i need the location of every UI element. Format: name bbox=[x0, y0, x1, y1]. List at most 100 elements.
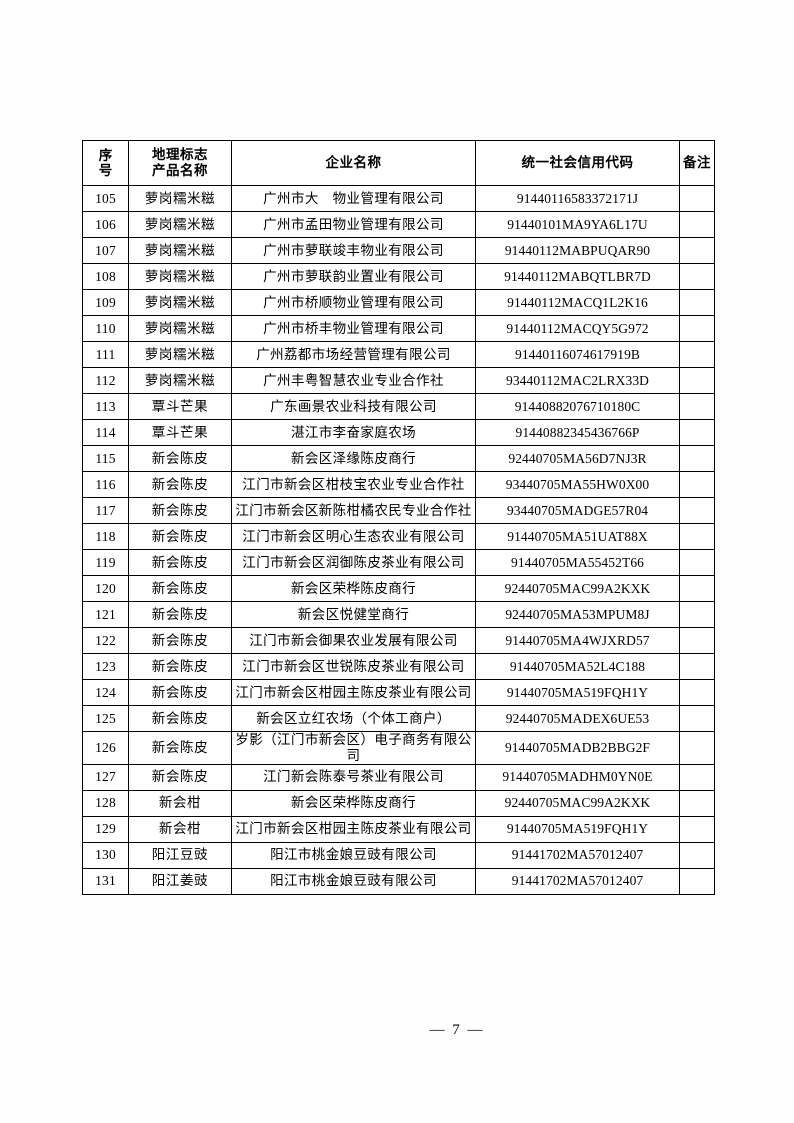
cell-product-name: 新会陈皮 bbox=[128, 497, 232, 524]
cell-sequence: 121 bbox=[82, 601, 129, 628]
cell-credit-code: 91440705MADHM0YN0E bbox=[475, 763, 680, 791]
cell-product-name: 覃斗芒果 bbox=[128, 419, 232, 446]
cell-product-name: 新会陈皮 bbox=[128, 523, 232, 550]
cell-remark bbox=[679, 763, 715, 791]
cell-product-name: 新会陈皮 bbox=[128, 731, 232, 765]
cell-product-name: 阳江姜豉 bbox=[128, 867, 232, 895]
cell-product-name: 萝岗糯米糍 bbox=[128, 341, 232, 368]
cell-remark bbox=[679, 815, 715, 843]
cell-enterprise-name: 新会区荣桦陈皮商行 bbox=[231, 575, 476, 602]
cell-sequence: 122 bbox=[82, 627, 129, 654]
cell-enterprise-name: 江门市新会御果农业发展有限公司 bbox=[231, 627, 476, 654]
cell-sequence: 107 bbox=[82, 237, 129, 264]
cell-sequence: 123 bbox=[82, 653, 129, 680]
cell-sequence: 111 bbox=[82, 341, 129, 368]
cell-sequence: 106 bbox=[82, 211, 129, 238]
cell-product-name: 萝岗糯米糍 bbox=[128, 367, 232, 394]
cell-credit-code: 91440705MA55452T66 bbox=[475, 549, 680, 576]
cell-enterprise-name: 江门市新会区新陈柑橘农民专业合作社 bbox=[231, 497, 476, 524]
cell-sequence: 124 bbox=[82, 679, 129, 706]
cell-enterprise-name: 阳江市桃金娘豆豉有限公司 bbox=[231, 867, 476, 895]
cell-enterprise-name: 广东画景农业科技有限公司 bbox=[231, 393, 476, 420]
cell-credit-code: 91441702MA57012407 bbox=[475, 841, 680, 869]
cell-sequence: 130 bbox=[82, 841, 129, 869]
cell-credit-code: 91440882076710180C bbox=[475, 393, 680, 420]
table-row: 121 新会陈皮 新会区悦健堂商行 92440705MA53MPUM8J bbox=[82, 601, 715, 628]
cell-remark bbox=[679, 627, 715, 654]
cell-credit-code: 91440705MA519FQH1Y bbox=[475, 815, 680, 843]
cell-remark bbox=[679, 263, 715, 290]
cell-credit-code: 91441702MA57012407 bbox=[475, 867, 680, 895]
cell-remark bbox=[679, 789, 715, 817]
cell-sequence: 105 bbox=[82, 185, 129, 212]
cell-credit-code: 91440705MADB2BBG2F bbox=[475, 731, 680, 765]
cell-product-name: 新会陈皮 bbox=[128, 445, 232, 472]
cell-remark bbox=[679, 705, 715, 732]
cell-sequence: 109 bbox=[82, 289, 129, 316]
cell-enterprise-name: 广州市萝联韵业置业有限公司 bbox=[231, 263, 476, 290]
cell-sequence: 128 bbox=[82, 789, 129, 817]
table-row: 108 萝岗糯米糍 广州市萝联韵业置业有限公司 91440112MABQTLBR7D bbox=[82, 263, 715, 290]
cell-sequence: 118 bbox=[82, 523, 129, 550]
cell-product-name: 新会陈皮 bbox=[128, 627, 232, 654]
cell-sequence: 116 bbox=[82, 471, 129, 498]
cell-remark bbox=[679, 393, 715, 420]
cell-enterprise-name: 新会区悦健堂商行 bbox=[231, 601, 476, 628]
table-header: 序 号 地理标志 产品名称 企业名称 统一社会信用代码 备注 bbox=[82, 140, 715, 186]
cell-credit-code: 92440705MA56D7NJ3R bbox=[475, 445, 680, 472]
cell-remark bbox=[679, 497, 715, 524]
cell-remark bbox=[679, 445, 715, 472]
cell-credit-code: 91440705MA52L4C188 bbox=[475, 653, 680, 680]
cell-product-name: 萝岗糯米糍 bbox=[128, 315, 232, 342]
cell-credit-code: 92440705MAC99A2KXK bbox=[475, 789, 680, 817]
table-row: 128 新会柑 新会区荣桦陈皮商行 92440705MAC99A2KXK bbox=[82, 789, 715, 817]
column-header-sequence-line1: 序 bbox=[98, 147, 113, 163]
cell-credit-code: 92440705MA53MPUM8J bbox=[475, 601, 680, 628]
cell-enterprise-name: 广州市萝联竣丰物业有限公司 bbox=[231, 237, 476, 264]
cell-remark bbox=[679, 185, 715, 212]
cell-product-name: 新会陈皮 bbox=[128, 653, 232, 680]
cell-product-name: 覃斗芒果 bbox=[128, 393, 232, 420]
cell-sequence: 110 bbox=[82, 315, 129, 342]
cell-product-name: 萝岗糯米糍 bbox=[128, 289, 232, 316]
cell-credit-code: 91440112MACQY5G972 bbox=[475, 315, 680, 342]
cell-enterprise-name: 江门市新会区柑枝宝农业专业合作社 bbox=[231, 471, 476, 498]
table-row: 122 新会陈皮 江门市新会御果农业发展有限公司 91440705MA4WJXRD57 bbox=[82, 627, 715, 654]
cell-remark bbox=[679, 867, 715, 895]
cell-remark bbox=[679, 237, 715, 264]
cell-product-name: 阳江豆豉 bbox=[128, 841, 232, 869]
cell-enterprise-name: 岁影（江门市新会区）电子商务有限公司 bbox=[231, 731, 476, 765]
cell-remark bbox=[679, 575, 715, 602]
cell-enterprise-name: 阳江市桃金娘豆豉有限公司 bbox=[231, 841, 476, 869]
cell-sequence: 112 bbox=[82, 367, 129, 394]
cell-sequence: 120 bbox=[82, 575, 129, 602]
cell-enterprise-name: 新会区泽缘陈皮商行 bbox=[231, 445, 476, 472]
table-row: 116 新会陈皮 江门市新会区柑枝宝农业专业合作社 93440705MA55HW0X0… bbox=[82, 471, 715, 498]
cell-credit-code: 91440101MA9YA6L17U bbox=[475, 211, 680, 238]
table-row: 106 萝岗糯米糍 广州市孟田物业管理有限公司 91440101MA9YA6L17U bbox=[82, 211, 715, 238]
cell-enterprise-name: 广州丰粤智慧农业专业合作社 bbox=[231, 367, 476, 394]
cell-sequence: 125 bbox=[82, 705, 129, 732]
table-row: 130 阳江豆豉 阳江市桃金娘豆豉有限公司 91441702MA57012407 bbox=[82, 841, 715, 869]
registry-table-container: 序 号 地理标志 产品名称 企业名称 统一社会信用代码 备注 105 萝岗糯米糍广… bbox=[82, 140, 715, 895]
table-row: 111 萝岗糯米糍 广州荔都市场经营管理有限公司 91440116074617919B bbox=[82, 341, 715, 368]
cell-product-name: 新会柑 bbox=[128, 789, 232, 817]
cell-enterprise-name: 江门新会陈泰号茶业有限公司 bbox=[231, 763, 476, 791]
cell-product-name: 萝岗糯米糍 bbox=[128, 211, 232, 238]
cell-enterprise-name: 江门市新会区世锐陈皮茶业有限公司 bbox=[231, 653, 476, 680]
column-header-remark: 备注 bbox=[679, 140, 715, 186]
table-row: 105 萝岗糯米糍 广州市大 物业管理有限公司 91440116583372171J bbox=[82, 185, 715, 212]
cell-enterprise-name: 广州市桥丰物业管理有限公司 bbox=[231, 315, 476, 342]
column-header-product-name-line2: 产品名称 bbox=[152, 163, 208, 178]
column-header-sequence-line2: 号 bbox=[98, 163, 113, 178]
cell-sequence: 114 bbox=[82, 419, 129, 446]
cell-remark bbox=[679, 341, 715, 368]
cell-product-name: 新会陈皮 bbox=[128, 763, 232, 791]
cell-remark bbox=[679, 523, 715, 550]
column-header-product-name-line1: 地理标志 bbox=[152, 146, 208, 162]
cell-remark bbox=[679, 315, 715, 342]
cell-enterprise-name: 广州市孟田物业管理有限公司 bbox=[231, 211, 476, 238]
table-row: 119 新会陈皮 江门市新会区润御陈皮茶业有限公司 91440705MA55452T6… bbox=[82, 549, 715, 576]
cell-enterprise-name: 湛江市李奋家庭农场 bbox=[231, 419, 476, 446]
